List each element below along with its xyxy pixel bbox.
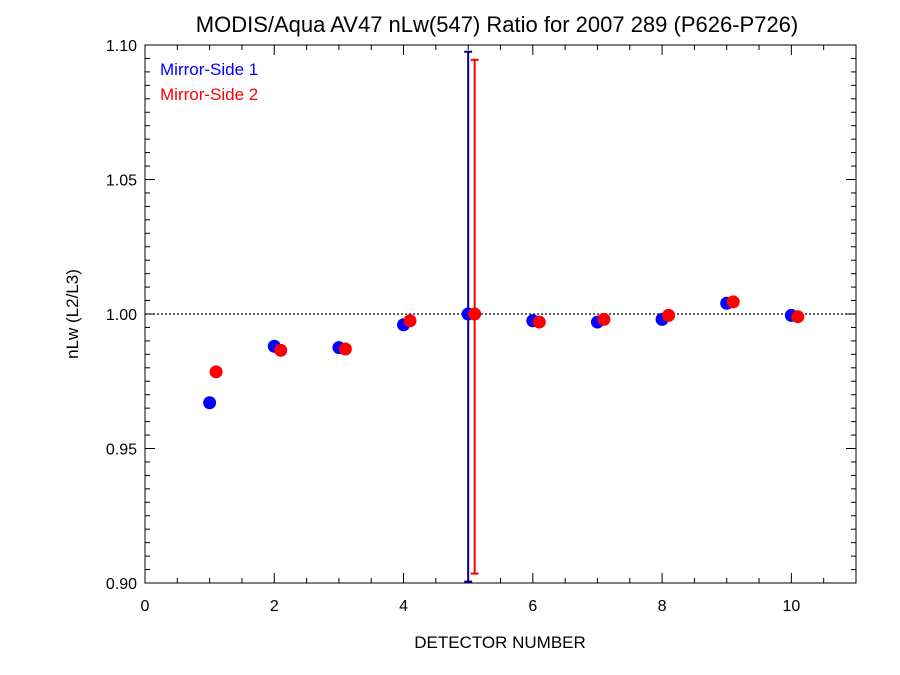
data-point-series-2 (532, 315, 546, 329)
x-tick-label: 4 (399, 598, 408, 615)
data-point-series-2 (597, 312, 611, 326)
data-point-series-2 (274, 343, 288, 357)
y-tick-label: 1.00 (106, 307, 137, 324)
legend-entry: Mirror-Side 1 (160, 60, 258, 79)
x-axis-label: DETECTOR NUMBER (414, 633, 586, 652)
x-tick-label: 8 (658, 598, 667, 615)
chart-title: MODIS/Aqua AV47 nLw(547) Ratio for 2007 … (196, 12, 799, 37)
data-point-series-2 (338, 342, 352, 356)
data-point-series-2 (209, 365, 223, 379)
x-tick-label: 2 (270, 598, 279, 615)
legend: Mirror-Side 1 Mirror-Side 2 (160, 60, 258, 104)
plot-area: 0 2 4 6 8 10 0.90 0.95 1.00 1.05 1.10 (106, 38, 857, 615)
data-point-series-2 (662, 308, 676, 322)
y-tick-label: 0.90 (106, 576, 137, 593)
x-tick-label: 6 (528, 598, 537, 615)
y-axis-label: nLw (L2/L3) (63, 269, 82, 359)
data-point-series-2 (468, 307, 482, 321)
y-tick-label: 1.10 (106, 38, 137, 55)
data-point-series-2 (791, 310, 805, 324)
y-tick-label: 1.05 (106, 173, 137, 190)
data-point-series-1 (203, 396, 217, 410)
data-point-series-2 (403, 314, 417, 328)
data-point-series-2 (726, 295, 740, 309)
legend-entry: Mirror-Side 2 (160, 85, 258, 104)
y-tick-label: 0.95 (106, 442, 137, 459)
x-tick-label: 10 (782, 598, 800, 615)
x-tick-label: 0 (141, 598, 150, 615)
